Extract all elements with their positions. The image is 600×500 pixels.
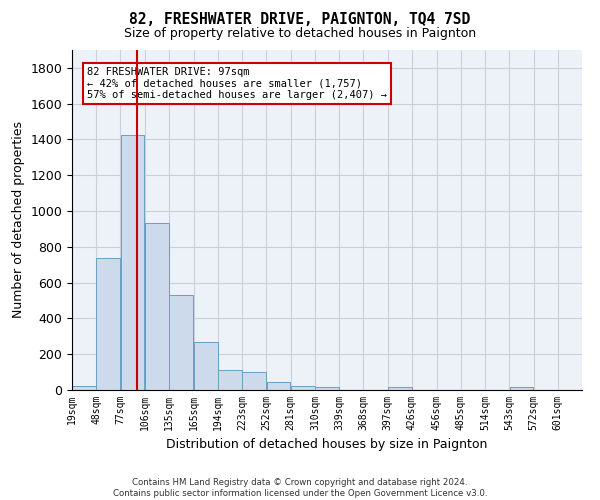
Bar bbox=[145, 222, 169, 390]
Bar bbox=[388, 387, 412, 390]
Bar bbox=[72, 386, 96, 390]
Bar bbox=[291, 386, 314, 390]
Bar bbox=[121, 135, 145, 390]
Bar bbox=[266, 382, 290, 390]
Bar bbox=[315, 387, 339, 390]
Y-axis label: Number of detached properties: Number of detached properties bbox=[12, 122, 25, 318]
Bar bbox=[242, 372, 266, 390]
Bar bbox=[169, 295, 193, 390]
X-axis label: Distribution of detached houses by size in Paignton: Distribution of detached houses by size … bbox=[166, 438, 488, 452]
Text: Contains HM Land Registry data © Crown copyright and database right 2024.
Contai: Contains HM Land Registry data © Crown c… bbox=[113, 478, 487, 498]
Bar bbox=[218, 370, 242, 390]
Bar bbox=[194, 342, 218, 390]
Text: Size of property relative to detached houses in Paignton: Size of property relative to detached ho… bbox=[124, 28, 476, 40]
Text: 82 FRESHWATER DRIVE: 97sqm
← 42% of detached houses are smaller (1,757)
57% of s: 82 FRESHWATER DRIVE: 97sqm ← 42% of deta… bbox=[88, 67, 388, 100]
Bar bbox=[97, 258, 120, 390]
Text: 82, FRESHWATER DRIVE, PAIGNTON, TQ4 7SD: 82, FRESHWATER DRIVE, PAIGNTON, TQ4 7SD bbox=[130, 12, 470, 28]
Bar bbox=[509, 387, 533, 390]
